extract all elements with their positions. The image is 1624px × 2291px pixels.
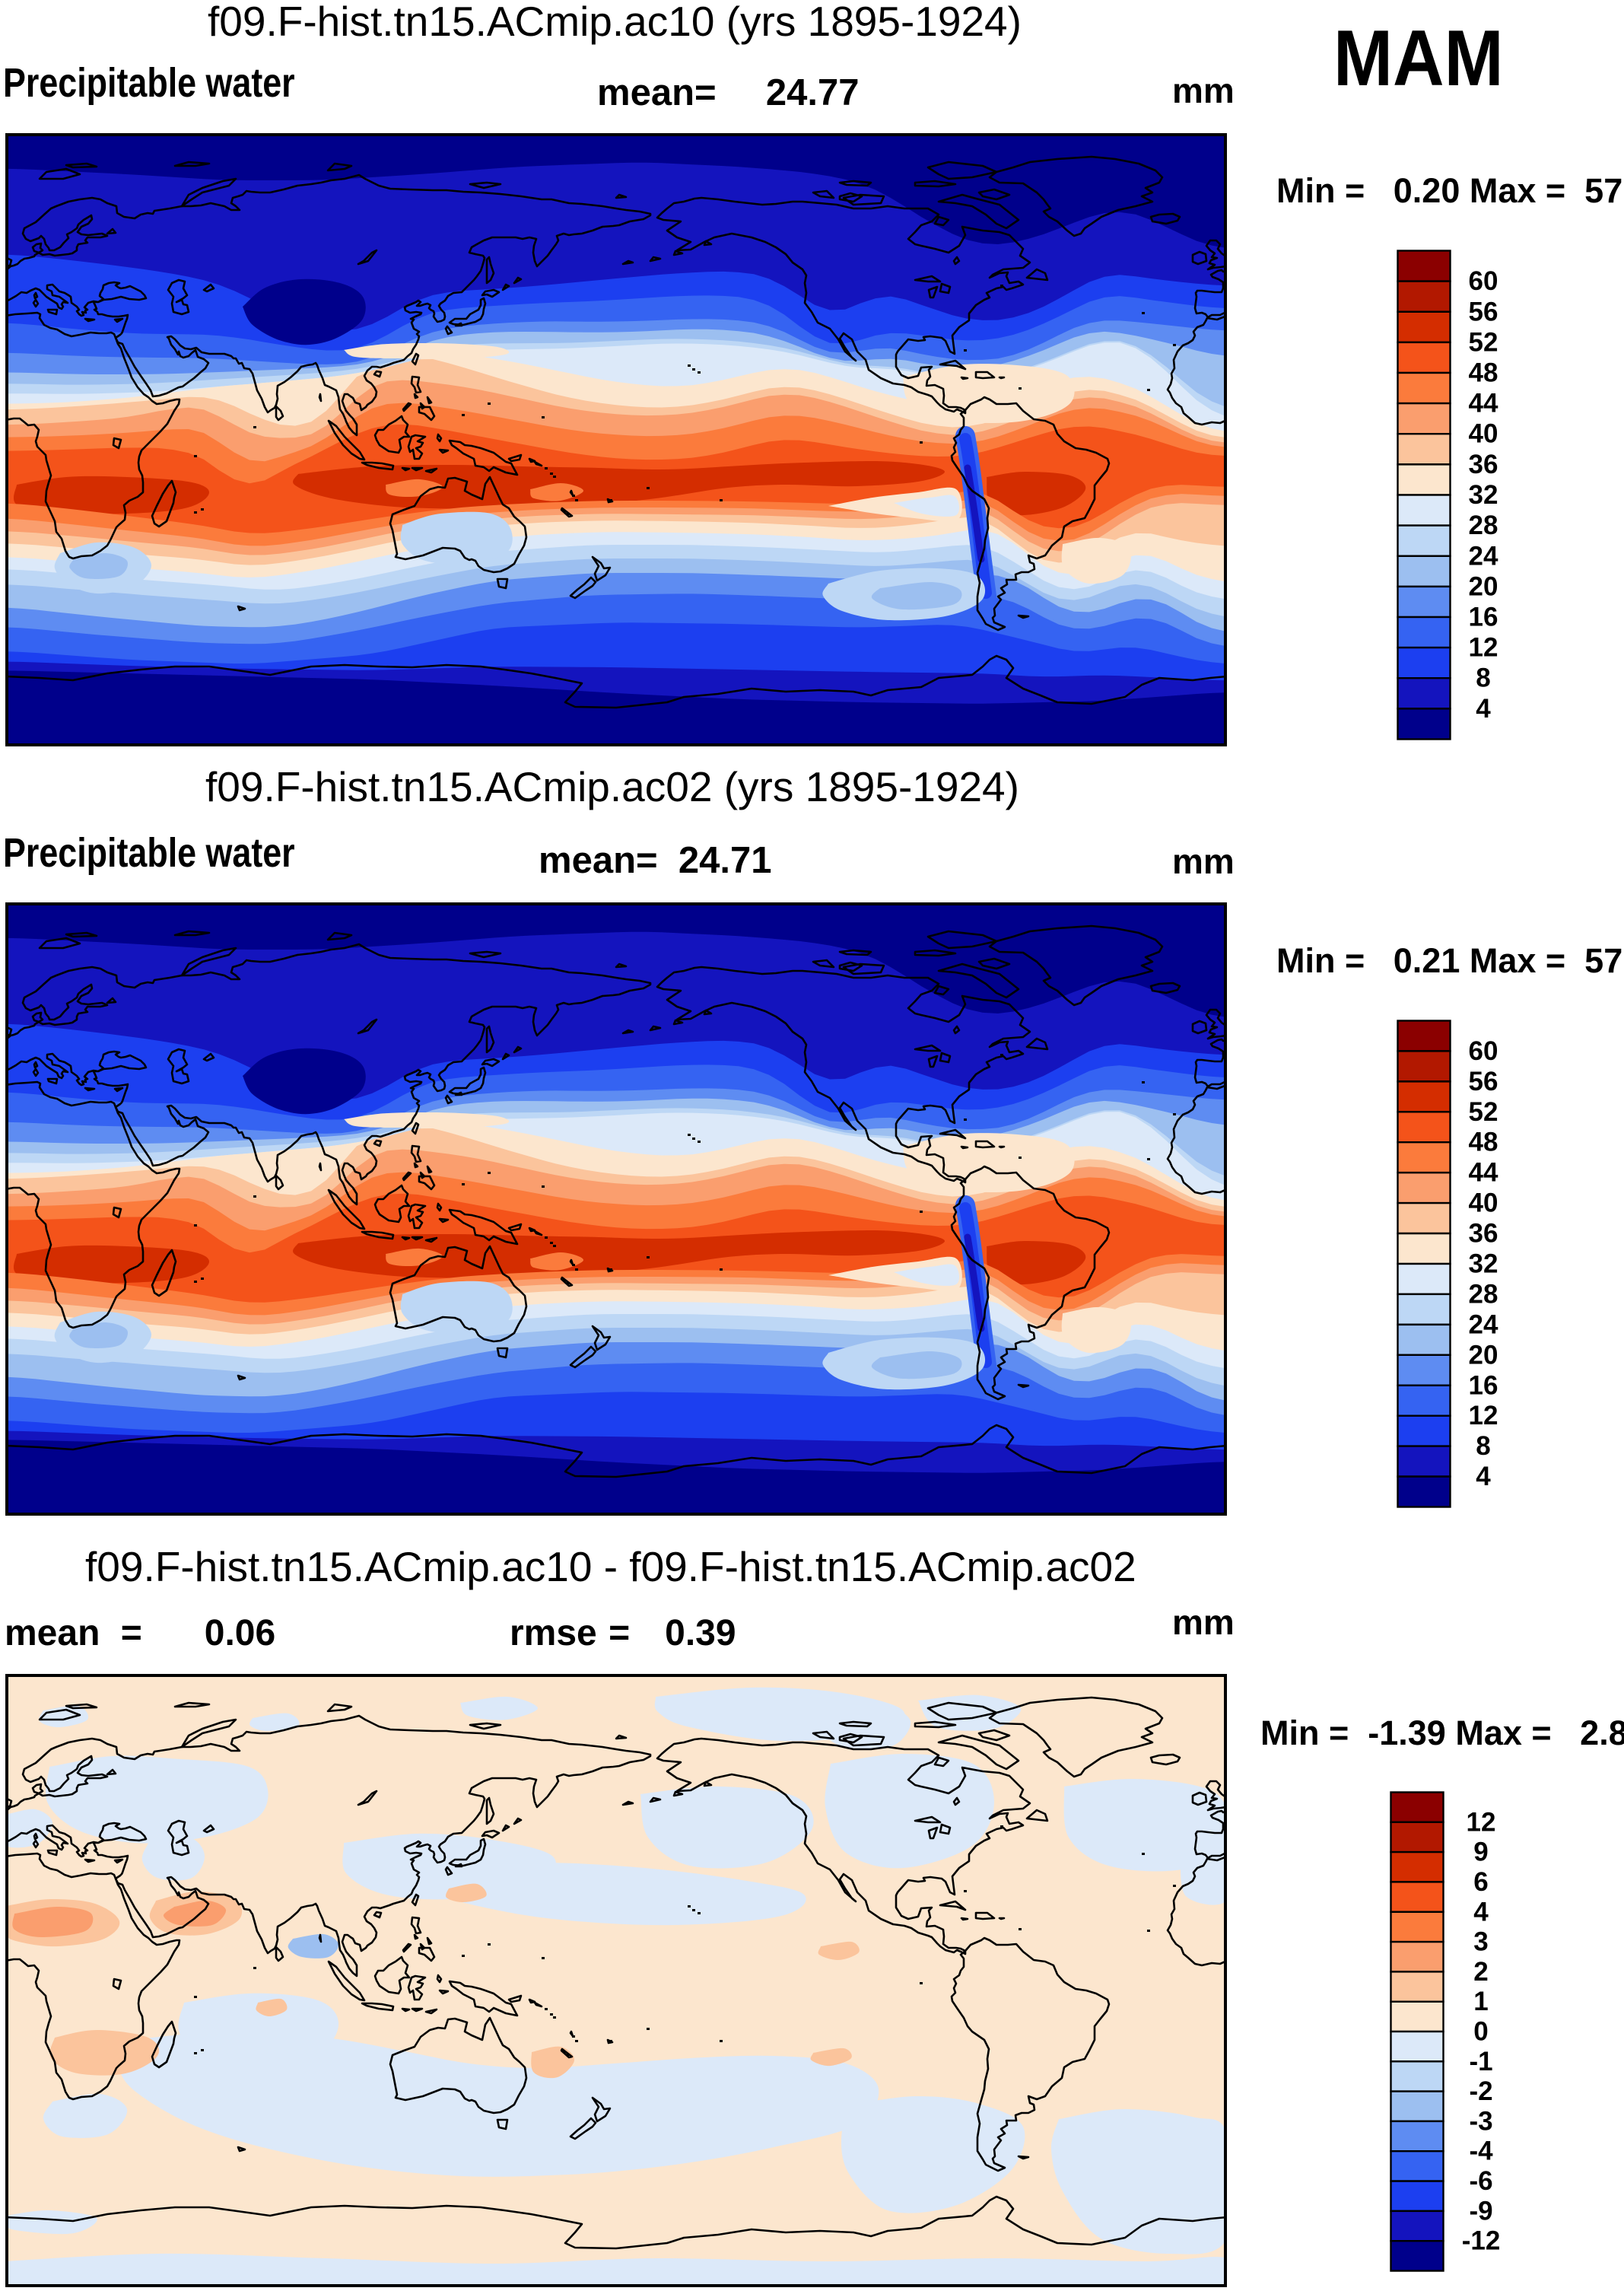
svg-text:20: 20 bbox=[1468, 1340, 1498, 1370]
svg-text:6: 6 bbox=[1473, 1866, 1488, 1896]
svg-text:8: 8 bbox=[1476, 663, 1490, 692]
svg-text:48: 48 bbox=[1468, 1127, 1498, 1157]
svg-text:4: 4 bbox=[1476, 1462, 1491, 1491]
svg-text:9: 9 bbox=[1473, 1837, 1488, 1866]
svg-text:4: 4 bbox=[1473, 1897, 1489, 1927]
svg-text:8: 8 bbox=[1476, 1431, 1490, 1461]
svg-text:12: 12 bbox=[1468, 1401, 1498, 1430]
svg-text:52: 52 bbox=[1468, 1096, 1498, 1126]
svg-text:20: 20 bbox=[1468, 571, 1498, 601]
svg-text:40: 40 bbox=[1468, 1188, 1498, 1217]
svg-text:24: 24 bbox=[1468, 1309, 1498, 1339]
svg-text:32: 32 bbox=[1468, 1249, 1498, 1278]
svg-text:44: 44 bbox=[1468, 388, 1498, 418]
svg-text:32: 32 bbox=[1468, 480, 1498, 510]
svg-text:-3: -3 bbox=[1469, 2106, 1492, 2136]
svg-text:44: 44 bbox=[1468, 1157, 1498, 1187]
svg-text:1: 1 bbox=[1473, 1987, 1488, 2016]
svg-text:36: 36 bbox=[1468, 449, 1498, 479]
svg-text:12: 12 bbox=[1466, 1807, 1495, 1837]
svg-text:-4: -4 bbox=[1469, 2136, 1493, 2165]
svg-text:-9: -9 bbox=[1469, 2196, 1492, 2226]
svg-text:12: 12 bbox=[1468, 632, 1498, 662]
svg-text:48: 48 bbox=[1468, 358, 1498, 387]
svg-text:24: 24 bbox=[1468, 541, 1498, 571]
svg-text:56: 56 bbox=[1468, 1066, 1498, 1096]
svg-text:56: 56 bbox=[1468, 297, 1498, 326]
svg-text:28: 28 bbox=[1468, 511, 1498, 540]
svg-text:16: 16 bbox=[1468, 602, 1498, 632]
svg-text:0: 0 bbox=[1473, 2016, 1488, 2046]
svg-text:-12: -12 bbox=[1461, 2226, 1500, 2255]
svg-text:16: 16 bbox=[1468, 1370, 1498, 1400]
svg-text:40: 40 bbox=[1468, 418, 1498, 448]
svg-text:-1: -1 bbox=[1469, 2046, 1492, 2076]
svg-text:-6: -6 bbox=[1469, 2166, 1492, 2196]
svg-text:-2: -2 bbox=[1469, 2076, 1492, 2106]
svg-text:52: 52 bbox=[1468, 327, 1498, 357]
svg-text:60: 60 bbox=[1468, 266, 1498, 296]
svg-text:3: 3 bbox=[1473, 1927, 1488, 1956]
svg-text:4: 4 bbox=[1476, 693, 1491, 723]
svg-text:28: 28 bbox=[1468, 1279, 1498, 1309]
svg-text:36: 36 bbox=[1468, 1218, 1498, 1248]
svg-text:2: 2 bbox=[1473, 1956, 1488, 1986]
svg-text:60: 60 bbox=[1468, 1036, 1498, 1065]
